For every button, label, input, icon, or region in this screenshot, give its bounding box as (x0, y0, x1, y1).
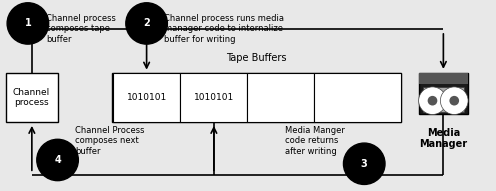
Ellipse shape (428, 96, 437, 105)
Text: Tape Buffers: Tape Buffers (226, 53, 287, 63)
Bar (419, 73, 468, 84)
Bar (114, 73, 180, 122)
Text: Channel
process: Channel process (13, 88, 50, 107)
Bar (112, 73, 401, 122)
Bar (314, 73, 401, 122)
Text: 1: 1 (24, 19, 31, 28)
Text: 2: 2 (143, 19, 150, 28)
Text: 1010101: 1010101 (193, 93, 234, 102)
Bar (423, 87, 464, 112)
Ellipse shape (449, 96, 459, 105)
Text: Channel process
composes tape
buffer: Channel process composes tape buffer (46, 14, 116, 44)
Bar (180, 73, 247, 122)
Text: Channel Process
composes next
buffer: Channel Process composes next buffer (75, 126, 144, 156)
Text: Channel process runs media
manager code to internalize
buffer for writing: Channel process runs media manager code … (164, 14, 284, 44)
Bar (5, 73, 58, 122)
Bar (247, 73, 314, 122)
Bar (419, 73, 468, 114)
Ellipse shape (343, 143, 385, 185)
Text: Media Manger
code returns
after writing: Media Manger code returns after writing (285, 126, 345, 156)
Ellipse shape (37, 139, 78, 181)
Ellipse shape (440, 87, 468, 114)
Ellipse shape (419, 87, 446, 114)
Ellipse shape (126, 3, 167, 44)
Ellipse shape (7, 3, 49, 44)
Text: 4: 4 (54, 155, 61, 165)
Text: Media
Manager: Media Manager (419, 128, 467, 149)
Text: 1010101: 1010101 (126, 93, 167, 102)
Text: 3: 3 (361, 159, 368, 169)
